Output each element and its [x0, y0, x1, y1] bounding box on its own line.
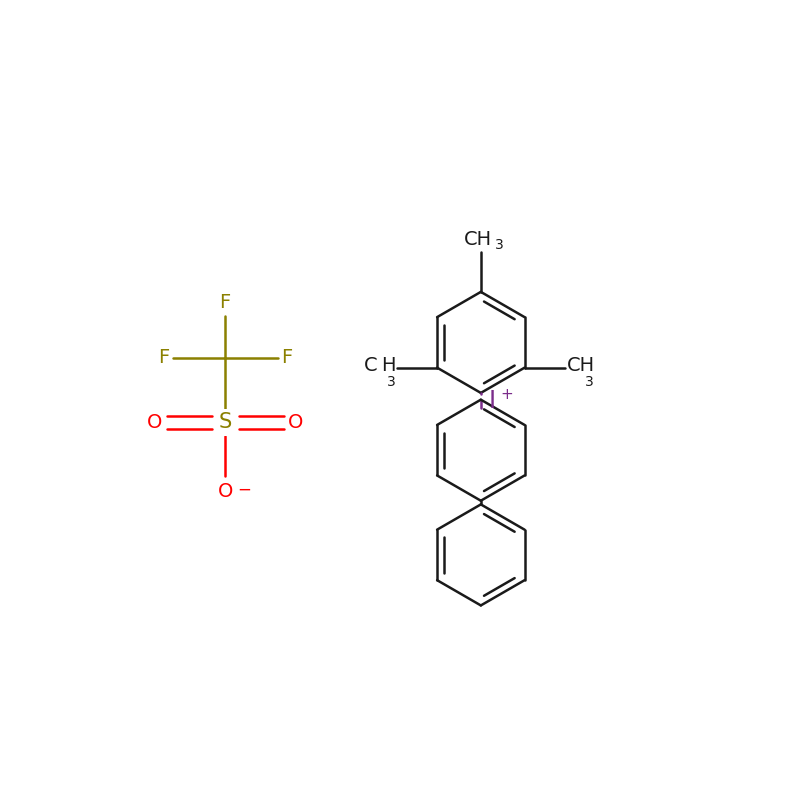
- Text: 3: 3: [585, 375, 594, 389]
- Text: CH: CH: [464, 230, 492, 250]
- Text: +: +: [501, 387, 514, 402]
- Text: 3: 3: [386, 375, 395, 389]
- Text: O: O: [288, 413, 303, 432]
- Text: F: F: [282, 348, 293, 367]
- Text: O: O: [218, 482, 233, 502]
- Text: F: F: [219, 294, 231, 312]
- Text: F: F: [158, 348, 169, 367]
- Text: S: S: [218, 413, 232, 433]
- Text: O: O: [147, 413, 162, 432]
- Text: I: I: [488, 389, 495, 413]
- Text: C: C: [364, 356, 378, 375]
- Text: CH: CH: [566, 356, 594, 375]
- Text: 3: 3: [495, 238, 504, 252]
- Text: H: H: [381, 356, 395, 375]
- Text: −: −: [238, 481, 251, 499]
